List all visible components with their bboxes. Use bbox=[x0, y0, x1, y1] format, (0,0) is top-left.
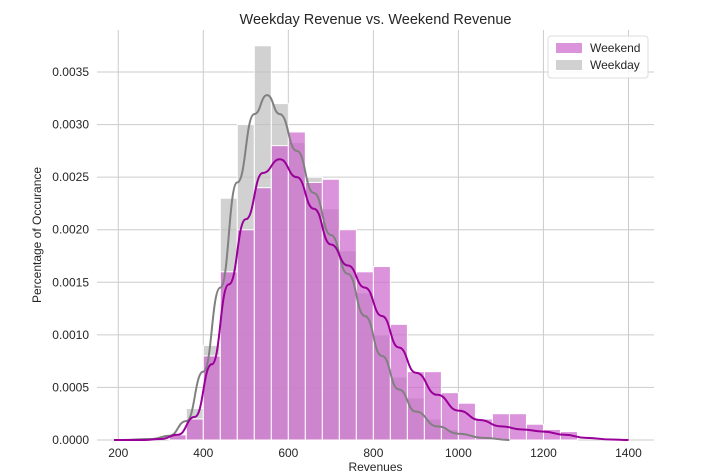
y-tick-label: 0.0035 bbox=[52, 65, 89, 79]
x-tick-label: 200 bbox=[108, 446, 128, 460]
histogram-bar bbox=[372, 266, 391, 441]
legend-swatch-weekend bbox=[556, 43, 582, 53]
x-tick-label: 1000 bbox=[445, 446, 472, 460]
histogram-bar bbox=[270, 145, 289, 441]
histogram-bar bbox=[304, 181, 323, 441]
legend-label-weekday: Weekday bbox=[590, 58, 640, 72]
weekday-density-line bbox=[118, 94, 510, 441]
histogram-bar bbox=[508, 413, 527, 441]
y-tick-label: 0.0005 bbox=[52, 380, 89, 394]
y-tick-label: 0.0025 bbox=[52, 170, 89, 184]
legend-swatch-weekday bbox=[556, 60, 582, 70]
histogram-bar bbox=[253, 187, 272, 441]
x-tick-label: 1400 bbox=[615, 446, 642, 460]
y-tick-label: 0.0000 bbox=[52, 433, 89, 447]
x-tick-label: 800 bbox=[363, 446, 383, 460]
histogram-bar bbox=[423, 371, 442, 441]
histogram-bar bbox=[321, 178, 340, 441]
y-tick-label: 0.0020 bbox=[52, 223, 89, 237]
histogram-bar bbox=[236, 229, 255, 441]
y-tick-label: 0.0015 bbox=[52, 275, 89, 289]
plot-area bbox=[97, 30, 654, 441]
x-axis: 200 400 600 800 1000 1200 1400 bbox=[108, 446, 642, 460]
weekend-density-line bbox=[114, 158, 629, 441]
y-tick-label: 0.0030 bbox=[52, 118, 89, 132]
x-tick-label: 600 bbox=[278, 446, 298, 460]
legend: Weekend Weekday bbox=[547, 35, 649, 79]
series-weekend-bars bbox=[168, 131, 578, 441]
y-axis: 0.0000 0.0005 0.0010 0.0015 0.0020 0.0025 0.00… bbox=[52, 65, 89, 447]
x-tick-label: 400 bbox=[193, 446, 213, 460]
y-axis-label: Percentage of Occurance bbox=[30, 167, 44, 303]
x-axis-label: Revenues bbox=[348, 460, 402, 473]
x-tick-label: 1200 bbox=[530, 446, 557, 460]
legend-label-weekend: Weekend bbox=[590, 41, 640, 55]
chart-title: Weekday Revenue vs. Weekend Revenue bbox=[240, 12, 512, 28]
y-tick-label: 0.0010 bbox=[52, 328, 89, 342]
